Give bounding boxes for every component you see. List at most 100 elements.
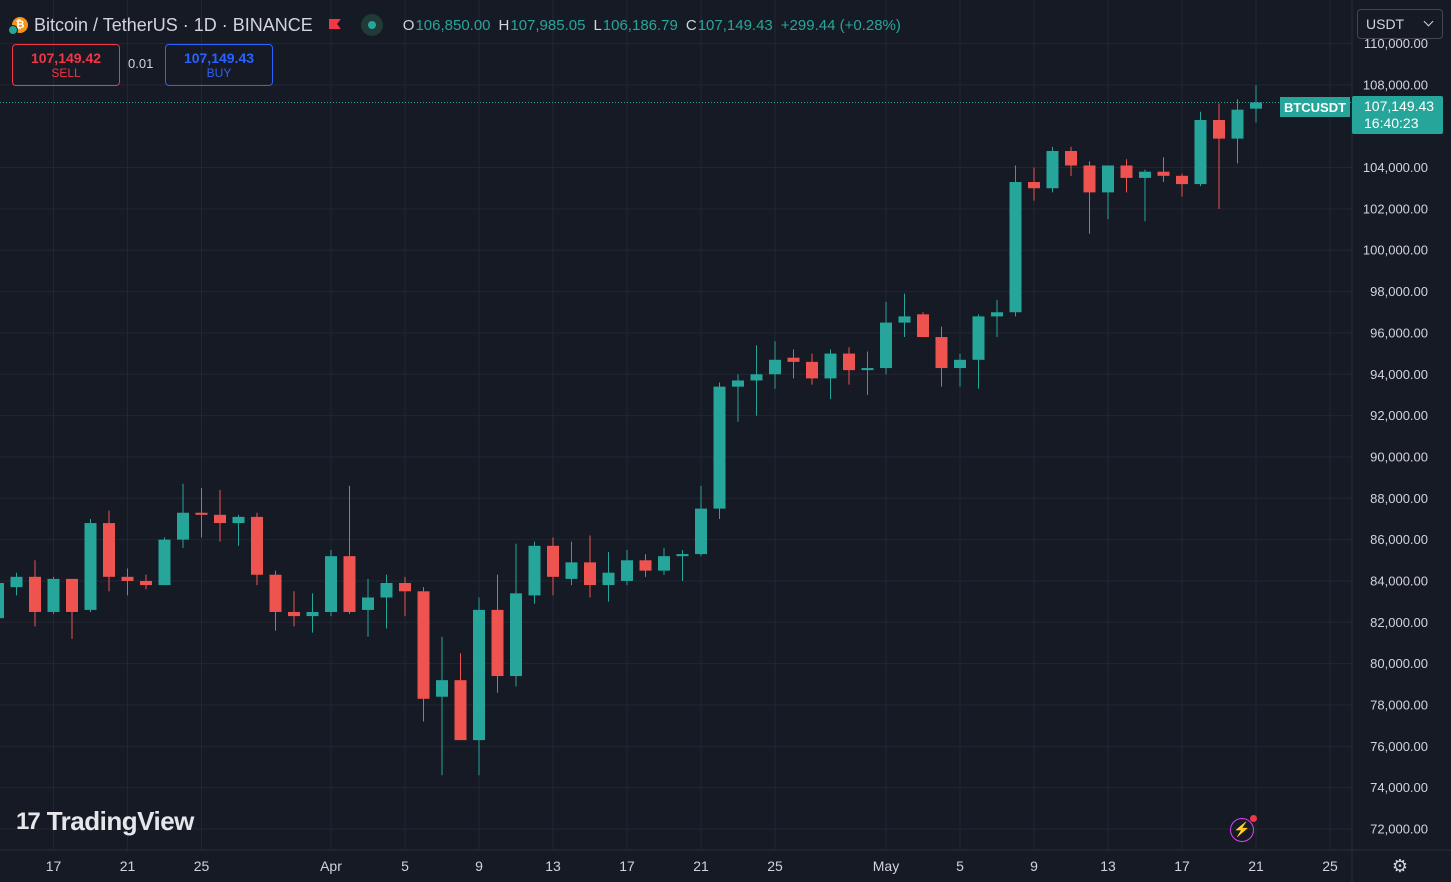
candle-body (621, 560, 633, 581)
last-price-countdown: 16:40:23 (1364, 115, 1419, 131)
candle-body (732, 380, 744, 387)
candle-body (1139, 171, 1151, 178)
y-tick-label: 80,000.00 (1370, 656, 1428, 671)
x-tick-label: 21 (1248, 858, 1264, 874)
chevron-down-icon (1423, 16, 1434, 27)
y-tick-label: 110,000.00 (1364, 36, 1428, 51)
x-tick-label: 9 (475, 858, 483, 874)
candle-body (750, 374, 763, 381)
candle-body (454, 680, 467, 741)
buy-price: 107,149.43 (183, 50, 255, 66)
candle-body (177, 512, 189, 540)
candle-body (824, 353, 837, 379)
candle-body (510, 593, 522, 677)
symbol-tag-label: BTCUSDT (1284, 100, 1346, 115)
candle-body (251, 516, 263, 575)
bitcoin-logo-icon: ₿ (8, 17, 28, 35)
sell-label: SELL (51, 66, 81, 80)
candle-body (584, 562, 596, 586)
tradingview-logo-icon: 17 (16, 807, 41, 835)
ohlc-change: +299.44 (+0.28%) (780, 16, 901, 34)
candle-body (991, 312, 1003, 317)
candle-body (269, 574, 282, 612)
sell-price: 107,149.42 (30, 50, 102, 66)
candle-body (1009, 182, 1022, 313)
candle-body (436, 680, 448, 697)
currency-select[interactable]: USDT (1357, 9, 1443, 39)
x-tick-label: May (873, 858, 899, 874)
lightning-icon[interactable]: ⚡ (1230, 815, 1257, 842)
candle-body (861, 368, 874, 371)
candle-body (917, 314, 929, 338)
ohlc-open: O106,850.00 (402, 16, 491, 34)
candle-body (1157, 171, 1170, 176)
tradingview-wordmark: TradingView (46, 806, 195, 836)
x-tick-label: 25 (1322, 858, 1338, 874)
gear-icon[interactable]: ⚙ (1391, 856, 1409, 876)
buy-button[interactable]: 107,149.43 BUY (165, 44, 273, 86)
candle-body (103, 523, 115, 577)
candle-body (787, 357, 800, 362)
candle-body (417, 591, 430, 699)
last-price-tag-background (1352, 96, 1443, 134)
sell-button[interactable]: 107,149.42 SELL (12, 44, 120, 86)
y-tick-label: 82,000.00 (1370, 615, 1428, 630)
x-tick-label: 17 (619, 858, 635, 874)
x-tick-label: 17 (1174, 858, 1190, 874)
x-tick-label: 13 (1100, 858, 1116, 874)
y-tick-label: 98,000.00 (1370, 284, 1428, 299)
spread-value: 0.01 (128, 56, 154, 71)
candle-body (399, 583, 411, 592)
tradingview-logo[interactable]: 17 TradingView (16, 806, 194, 837)
candle-body (325, 556, 337, 612)
candle-body (602, 572, 615, 586)
candle-body (639, 560, 652, 571)
candle-body (695, 508, 707, 555)
candle-body (658, 556, 670, 571)
x-tick-label: 21 (120, 858, 136, 874)
candle-body (84, 523, 97, 610)
candle-body (547, 545, 559, 577)
ohlc-low: L106,186.79 (593, 16, 678, 34)
candle-body (121, 576, 134, 581)
candle-body (769, 359, 781, 375)
candle-body (288, 611, 300, 617)
candle-body (380, 583, 393, 598)
candle-body (898, 316, 911, 323)
candle-body (232, 516, 245, 524)
candle-body (1028, 182, 1040, 189)
candle-body (713, 386, 726, 509)
symbol-tag-background (1280, 97, 1350, 117)
y-tick-label: 104,000.00 (1363, 160, 1428, 175)
y-tick-label: 100,000.00 (1363, 243, 1428, 258)
symbol-title[interactable]: Bitcoin / TetherUS · 1D · BINANCE (34, 14, 313, 35)
candle-body (565, 562, 578, 579)
candle-body (140, 580, 152, 586)
x-tick-label: 5 (956, 858, 964, 874)
x-tick-label: 5 (401, 858, 409, 874)
candle-body (1083, 165, 1096, 193)
candle-body (473, 609, 485, 741)
y-tick-label: 74,000.00 (1370, 780, 1428, 795)
currency-value: USDT (1366, 16, 1405, 32)
x-tick-label: 13 (545, 858, 561, 874)
x-tick-label: Apr (320, 858, 342, 874)
x-tick-label: 25 (767, 858, 783, 874)
candle-body (954, 359, 966, 369)
flag-icon[interactable] (329, 18, 343, 32)
y-tick-label: 94,000.00 (1370, 367, 1428, 382)
candle-body (1250, 102, 1262, 109)
x-tick-label: 9 (1030, 858, 1038, 874)
y-tick-label: 86,000.00 (1370, 532, 1428, 547)
market-status-icon[interactable] (360, 14, 383, 36)
candle-body (0, 583, 4, 619)
candle-body (843, 353, 855, 371)
y-tick-label: 92,000.00 (1370, 408, 1428, 423)
y-tick-label: 78,000.00 (1370, 697, 1428, 712)
last-price-tag-value: 107,149.43 (1364, 98, 1434, 114)
chart-header: ₿ Bitcoin / TetherUS · 1D · BINANCE O106… (8, 12, 901, 38)
y-tick-label: 108,000.00 (1363, 77, 1428, 92)
candle-body (29, 576, 41, 612)
candle-body (1065, 151, 1077, 166)
